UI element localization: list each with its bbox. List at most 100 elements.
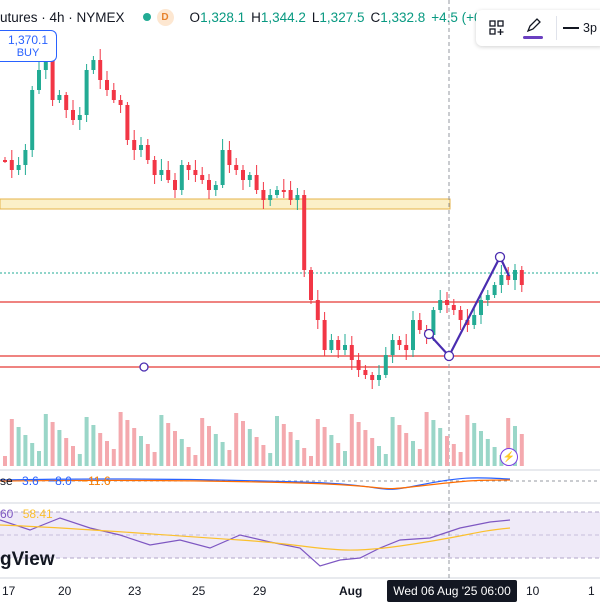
candle-body [281,190,286,192]
candle-body [213,185,218,190]
rsi-legend[interactable]: 60 58.41 [0,507,53,521]
candle-body [57,95,62,100]
volume-bar [281,424,286,466]
candle-body [377,375,381,380]
candle-body [275,190,279,195]
candle-body [268,195,273,200]
candle-body [105,80,109,90]
buy-button[interactable]: 1,370.1 BUY [0,30,57,62]
candle-body [302,195,307,270]
volume-bar [247,429,252,466]
candle-body [139,145,143,150]
delayed-data-badge[interactable]: D [156,8,174,26]
volume-bar [207,426,211,466]
candle-body [499,275,504,285]
drawing-handle [423,328,435,340]
candle-body [492,285,497,295]
candle-body [16,165,21,170]
macd-signal-line [0,479,511,490]
candle-body [370,375,375,380]
candle-body [220,150,225,185]
volume-bar [220,442,225,466]
candle-body [343,345,347,350]
candle-body [254,175,259,190]
brush-tool-button[interactable] [518,13,548,43]
volume-bar [3,456,7,466]
crosshair-time-label: Wed 06 Aug '25 06:00 [387,580,517,602]
candle-body [315,300,320,320]
volume-bar [91,425,96,466]
symbol-header[interactable]: utures · 4h · NYMEX D O1,328.1 H1,344.2 … [0,6,517,28]
candle-body [336,340,341,350]
drawing-toolbar: 3p [476,10,600,46]
candle-body [329,340,334,350]
volume-bar [139,436,143,466]
rsi-line [0,517,511,567]
volume-bar [193,455,198,466]
candle-body [3,160,7,162]
candle-body [207,180,211,190]
volume-bar [241,421,245,466]
x-tick: Aug [339,584,363,598]
candle-body [118,100,123,105]
volume-bar [37,451,41,466]
rsi-value-2: 58.41 [22,507,53,521]
volume-bar [377,446,381,466]
drawing-handle [494,251,506,263]
drawing-handle [443,350,455,362]
volume-bar [9,419,14,466]
candle-body [179,165,184,190]
line-width-label: 3p [583,21,597,35]
candle-body [404,345,409,350]
volume-bar [322,427,327,466]
market-open-dot-icon [142,13,151,21]
volume-bar [506,418,511,466]
candle-body [261,190,266,200]
lightning-icon[interactable]: ⚡ [500,448,518,466]
object-tree-icon [489,20,504,35]
symbol-name[interactable]: utures · 4h · NYMEX [0,9,125,25]
macd-line [0,477,511,490]
candle-body [472,315,477,325]
candle-body [166,170,171,180]
candle-body [37,70,41,90]
volume-bar [30,443,35,466]
volume-bar [105,441,109,466]
volume-bar [390,417,395,466]
volume-bar [64,438,69,466]
volume-bar [458,452,463,466]
x-tick: 17 [2,584,16,598]
volume-bar [84,417,89,466]
x-tick: 1 [588,584,595,598]
candle-body [98,60,103,80]
candle-body [173,180,177,190]
rsi-ma-line [0,524,511,551]
volume-bar [397,425,402,466]
object-tree-button[interactable] [482,13,512,43]
volume-bar [16,427,21,466]
volume-bar [159,415,164,466]
x-tick: 23 [128,584,142,598]
candle-body [356,360,361,370]
ohlc-open: O1,328.1 [189,9,246,25]
candle-body [227,150,232,165]
x-tick: 10 [526,584,540,598]
toolbar-divider [556,16,557,40]
volume-bar [166,423,171,466]
ray-anchor-handle [139,362,149,372]
line-width-button[interactable]: 3p [563,13,597,43]
candle-body [519,270,524,285]
x-tick: 20 [58,584,72,598]
volume-bar [431,420,436,466]
buy-price: 1,370.1 [7,33,49,47]
volume-bar [329,435,334,466]
volume-bar [98,433,103,466]
macd-legend[interactable]: se 3.6 −8.0 −11.6 [0,474,111,488]
volume-bar [145,444,150,466]
volume-bar [288,432,293,466]
candle-body [513,270,517,280]
candle-body [247,175,252,180]
candle-body [322,320,327,350]
